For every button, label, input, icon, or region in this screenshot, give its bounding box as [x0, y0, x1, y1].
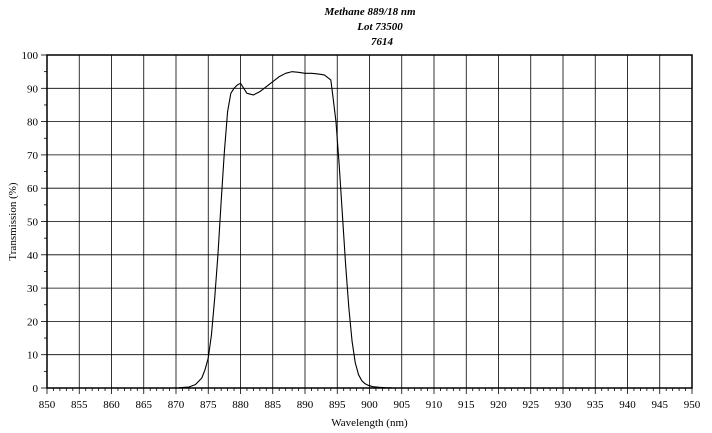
chart-title: Methane 889/18 nm Lot 73500 7614 — [323, 6, 416, 48]
x-tick-label: 865 — [136, 399, 153, 411]
x-tick-label: 950 — [684, 399, 701, 411]
y-tick-label: 70 — [27, 150, 39, 162]
x-tick-label: 855 — [71, 399, 88, 411]
y-tick-label: 30 — [27, 283, 39, 295]
y-tick-label: 100 — [22, 50, 39, 62]
x-tick-label: 920 — [490, 399, 507, 411]
y-tick-label: 80 — [27, 117, 39, 129]
x-tick-label: 915 — [458, 399, 475, 411]
y-tick-label: 60 — [27, 183, 39, 195]
x-tick-label: 875 — [200, 399, 217, 411]
y-tick-label: 0 — [33, 383, 39, 395]
y-tick-label: 20 — [27, 316, 39, 328]
minor-ticks — [41, 54, 693, 394]
x-tick-label: 850 — [39, 399, 56, 411]
x-tick-label: 885 — [265, 399, 282, 411]
title-line-2: Lot 73500 — [356, 21, 403, 33]
x-tick-label: 935 — [587, 399, 604, 411]
x-tick-label: 900 — [361, 399, 378, 411]
x-tick-label: 940 — [619, 399, 636, 411]
x-tick-label: 930 — [555, 399, 572, 411]
x-axis-label: Wavelength (nm) — [331, 417, 408, 429]
x-tick-label: 945 — [652, 399, 669, 411]
grid — [46, 54, 693, 389]
y-axis-label: Transmission (%) — [7, 182, 19, 260]
series-group — [179, 71, 393, 389]
y-tick-label: 90 — [27, 83, 39, 95]
title-line-3: 7614 — [371, 36, 394, 48]
x-tick-labels: 850 855 860 865 870 875 880 885 890 895 900 905 910 9… — [39, 399, 701, 411]
x-tick-label: 925 — [523, 399, 540, 411]
x-tick-label: 890 — [297, 399, 314, 411]
plot-frame — [46, 54, 693, 389]
x-tick-label: 870 — [168, 399, 185, 411]
y-tick-label: 50 — [27, 217, 39, 229]
x-tick-label: 860 — [103, 399, 120, 411]
x-tick-label: 910 — [426, 399, 443, 411]
y-tick-labels: 0 10 20 30 40 50 60 70 80 90 100 — [22, 50, 39, 395]
x-tick-label: 880 — [232, 399, 249, 411]
transmission-curve — [179, 71, 393, 389]
title-line-1: Methane 889/18 nm — [323, 6, 416, 18]
x-tick-label: 895 — [329, 399, 346, 411]
y-tick-label: 40 — [27, 250, 39, 262]
y-tick-label: 10 — [27, 350, 39, 362]
x-tick-label: 905 — [394, 399, 411, 411]
